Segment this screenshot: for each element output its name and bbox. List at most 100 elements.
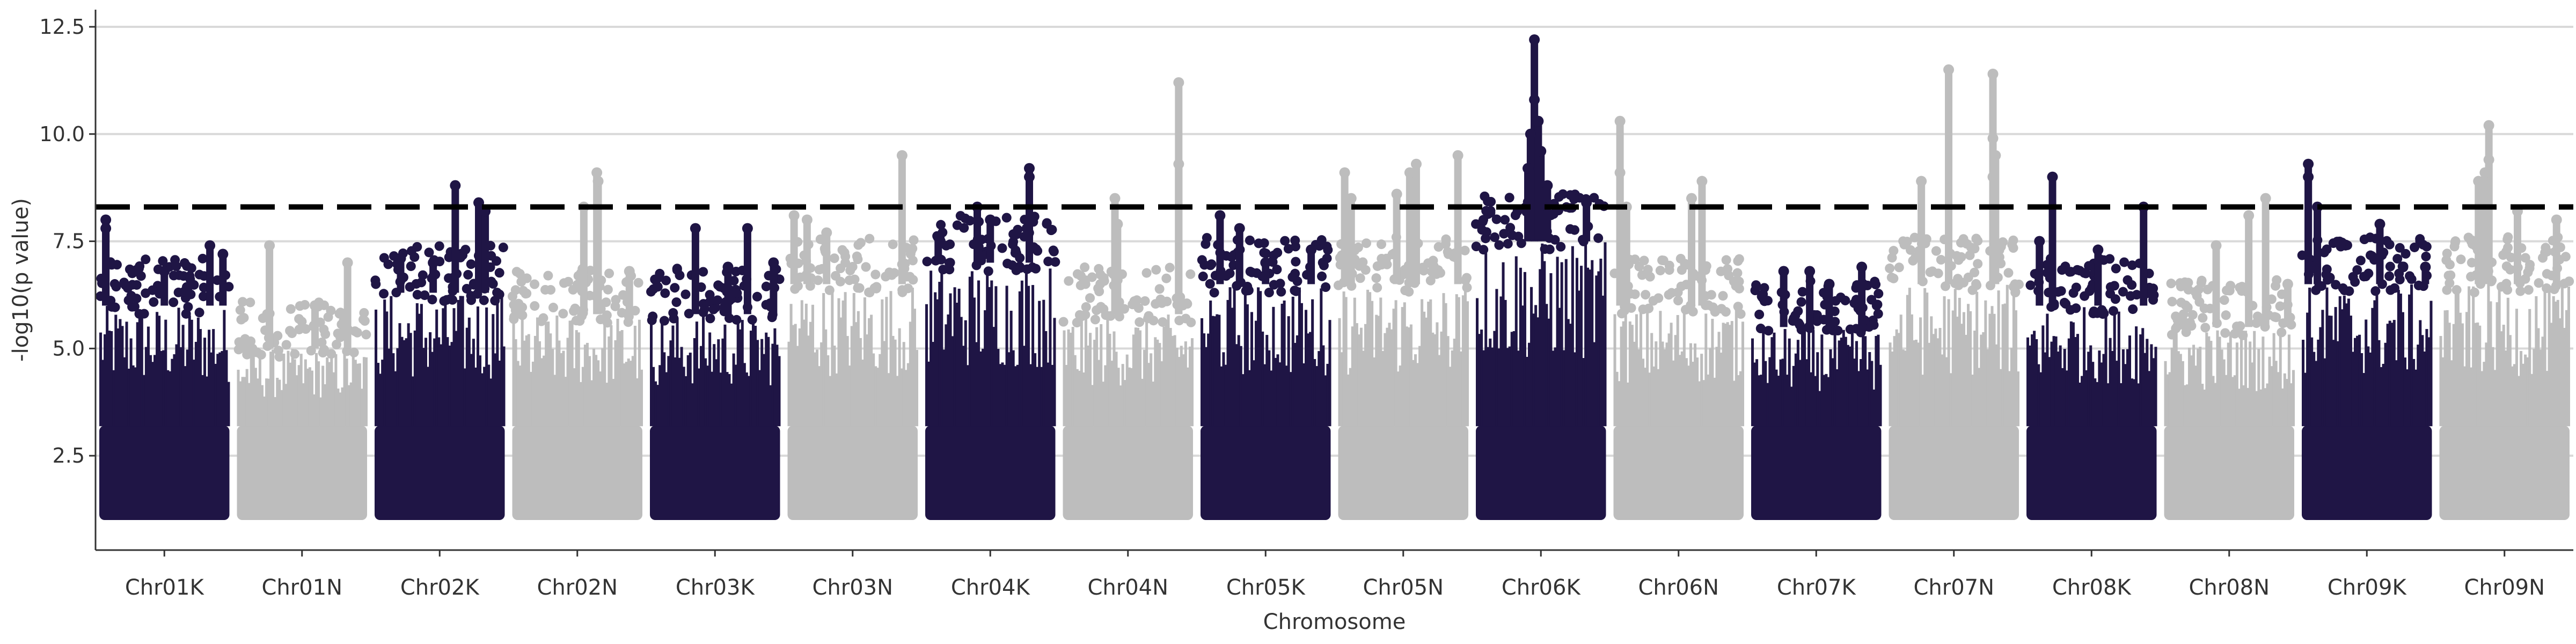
data-point [141,254,151,265]
point-column [1973,331,1977,427]
point-column [1667,333,1671,427]
point-column [765,332,768,427]
point-column [2528,309,2531,427]
point-column [1932,334,1935,427]
point-column [734,364,737,427]
point-column [362,357,365,427]
point-column [394,371,397,427]
point-column [579,382,582,427]
point-column [1167,314,1170,427]
point-column [221,351,224,427]
point-column [676,317,679,427]
point-column [308,367,311,427]
point-column [2541,336,2544,427]
point-column [1875,335,1878,427]
point-column [196,317,200,427]
data-point [1759,283,1769,293]
x-tick-label: Chr08K [2052,575,2132,600]
data-point [2105,289,2116,299]
data-point [2338,283,2348,293]
point-column [689,353,692,427]
point-column [1241,374,1245,427]
data-point [680,289,691,299]
data-point [1485,206,1496,216]
data-point [1050,257,1060,267]
point-column [2012,288,2015,427]
point-column [2139,334,2142,427]
data-point [1001,213,1012,223]
data-point [2421,251,2431,261]
point-column [114,314,118,427]
data-point [349,347,359,357]
point-column [2443,310,2447,427]
data-point [424,247,434,258]
point-column [1007,352,1011,427]
point-band-Chr09K [2302,426,2432,521]
point-column [1220,366,1223,427]
data-point [669,313,679,324]
point-column [1381,351,1385,427]
peak-point [1614,167,1626,178]
point-column [465,327,469,427]
data-point [1873,309,1883,319]
point-column [1431,332,1435,427]
data-point [2128,304,2138,314]
point-column [531,361,535,427]
point-column [656,385,660,427]
point-column [1615,371,1619,427]
point-column [1461,295,1465,427]
data-point [123,283,133,293]
point-column [2349,316,2352,427]
point-column [190,319,193,427]
point-column [1364,324,1367,427]
data-point [1755,324,1766,334]
point-column [960,317,963,427]
point-column [302,383,305,427]
point-column [1175,348,1179,427]
point-column [1201,318,1204,427]
data-point [509,314,519,324]
data-point [2359,235,2369,245]
point-column [2513,364,2516,427]
data-point [2275,301,2285,311]
point-column [874,366,877,427]
data-point [2080,291,2090,301]
point-column [2365,319,2368,427]
point-column [743,363,746,427]
point-column [2199,347,2202,427]
point-column [289,362,292,427]
data-point [1795,320,1805,330]
point-column [927,361,931,427]
data-point [731,314,742,325]
point-band-Chr03K [650,426,780,521]
point-column [706,365,709,427]
data-point [1481,233,1491,244]
data-point [1479,245,1489,255]
point-column [2535,296,2538,427]
x-axis-ticks: Chr01K Chr01N Chr02K Chr02N Chr03K Chr03N Chr0… [125,550,2545,600]
data-point [1135,317,1145,327]
peak-point [1306,244,1317,255]
data-point [1931,246,1941,256]
point-column [693,338,696,427]
point-column [1287,316,1290,427]
point-column [2545,371,2549,427]
point-column [1624,311,1627,427]
data-point [286,304,296,314]
data-point [294,314,304,324]
data-point [1721,255,1731,265]
point-column [2237,389,2241,427]
point-column [2194,365,2198,427]
peak-point [1452,150,1463,161]
point-column [1519,267,1522,427]
point-column [1844,336,1847,427]
data-point [233,345,244,355]
point-column [250,352,253,427]
point-column [2332,340,2335,427]
data-point [2196,277,2206,288]
data-point [1634,261,1644,272]
peak-point [1523,163,1533,174]
point-column [1864,336,1867,427]
data-point [1736,309,1746,319]
point-column [545,321,548,427]
